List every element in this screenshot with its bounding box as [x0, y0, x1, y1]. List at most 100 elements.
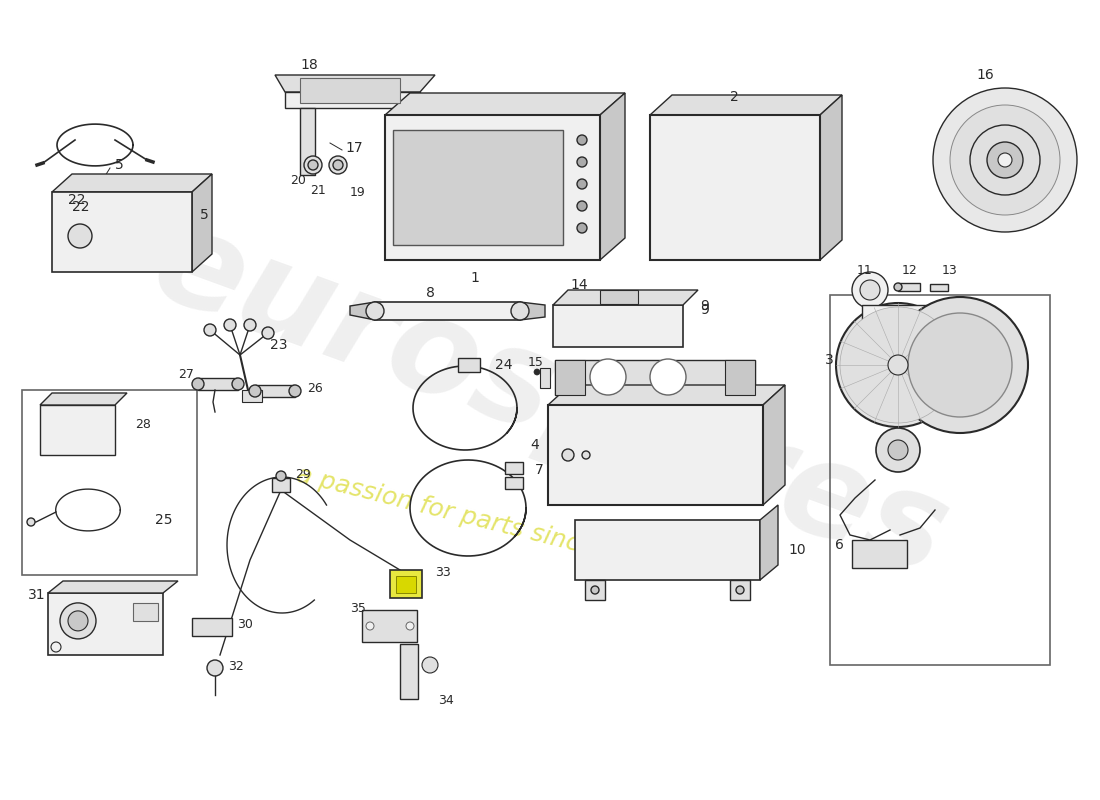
Polygon shape — [763, 385, 785, 505]
Bar — [553, 305, 683, 347]
Circle shape — [333, 160, 343, 170]
Polygon shape — [285, 92, 420, 108]
Circle shape — [998, 153, 1012, 167]
Bar — [133, 603, 158, 621]
Text: 3: 3 — [825, 353, 834, 367]
Circle shape — [249, 385, 261, 397]
Bar — [40, 405, 116, 455]
Text: 16: 16 — [976, 68, 994, 82]
Text: 10: 10 — [788, 543, 805, 557]
Polygon shape — [255, 385, 295, 397]
Text: eurospares: eurospares — [136, 198, 964, 602]
Text: 30: 30 — [236, 618, 253, 631]
Circle shape — [852, 272, 888, 308]
Polygon shape — [40, 393, 127, 405]
Text: 22: 22 — [73, 200, 90, 214]
Bar — [898, 283, 920, 291]
Bar — [242, 390, 262, 402]
Circle shape — [908, 313, 1012, 417]
Circle shape — [950, 105, 1060, 215]
Bar — [830, 295, 1050, 665]
Circle shape — [204, 324, 216, 336]
Text: 18: 18 — [300, 58, 318, 72]
Text: 2: 2 — [730, 90, 739, 104]
Circle shape — [862, 329, 934, 401]
Bar — [390, 570, 422, 598]
Circle shape — [276, 471, 286, 481]
Text: 24: 24 — [495, 358, 513, 372]
Circle shape — [534, 369, 540, 375]
Circle shape — [894, 283, 902, 291]
Text: 20: 20 — [290, 174, 306, 186]
Polygon shape — [650, 95, 842, 115]
Text: 33: 33 — [434, 566, 451, 578]
Text: 6: 6 — [835, 538, 844, 552]
Bar — [400, 644, 418, 699]
Polygon shape — [300, 108, 315, 175]
Circle shape — [874, 341, 922, 389]
Circle shape — [590, 359, 626, 395]
Polygon shape — [52, 174, 212, 192]
Circle shape — [406, 622, 414, 630]
Circle shape — [28, 518, 35, 526]
Bar — [556, 360, 585, 395]
Text: 12: 12 — [902, 263, 917, 277]
Bar — [730, 580, 750, 600]
Bar — [48, 593, 163, 655]
Text: 14: 14 — [570, 278, 587, 292]
Bar — [585, 580, 605, 600]
Circle shape — [289, 385, 301, 397]
Circle shape — [886, 353, 910, 377]
Circle shape — [262, 327, 274, 339]
Circle shape — [987, 142, 1023, 178]
Polygon shape — [198, 378, 238, 390]
Text: 26: 26 — [307, 382, 322, 394]
Text: 5: 5 — [200, 208, 209, 222]
Circle shape — [591, 586, 600, 594]
Polygon shape — [520, 302, 544, 320]
Text: 22: 22 — [68, 193, 86, 207]
Bar — [375, 302, 520, 320]
Circle shape — [304, 156, 322, 174]
Circle shape — [578, 223, 587, 233]
Text: 4: 4 — [530, 438, 539, 452]
Circle shape — [860, 280, 880, 300]
Circle shape — [578, 157, 587, 167]
Circle shape — [836, 303, 960, 427]
Circle shape — [68, 611, 88, 631]
Polygon shape — [820, 95, 842, 260]
Bar — [930, 284, 948, 291]
Bar — [505, 462, 522, 474]
Circle shape — [60, 603, 96, 639]
Circle shape — [582, 451, 590, 459]
Circle shape — [970, 125, 1040, 195]
Text: 34: 34 — [438, 694, 453, 706]
Text: 1: 1 — [471, 271, 480, 285]
Polygon shape — [350, 302, 375, 320]
Circle shape — [933, 88, 1077, 232]
Circle shape — [68, 224, 92, 248]
Circle shape — [840, 307, 956, 423]
Polygon shape — [553, 290, 698, 305]
Text: 8: 8 — [426, 286, 434, 300]
Polygon shape — [48, 581, 178, 593]
Circle shape — [562, 449, 574, 461]
Circle shape — [888, 440, 907, 460]
Circle shape — [308, 160, 318, 170]
Bar — [505, 477, 522, 489]
Bar — [192, 618, 232, 636]
Circle shape — [650, 359, 686, 395]
Text: 27: 27 — [178, 367, 194, 381]
Text: 19: 19 — [350, 186, 365, 199]
Text: 21: 21 — [310, 183, 326, 197]
Bar — [600, 290, 638, 304]
Text: 9: 9 — [700, 303, 708, 317]
Bar — [52, 192, 192, 272]
Bar — [575, 520, 760, 580]
Circle shape — [892, 297, 1028, 433]
Polygon shape — [385, 93, 625, 115]
Text: 32: 32 — [228, 659, 244, 673]
Bar — [556, 360, 755, 395]
Bar — [22, 390, 197, 575]
Circle shape — [888, 355, 907, 375]
